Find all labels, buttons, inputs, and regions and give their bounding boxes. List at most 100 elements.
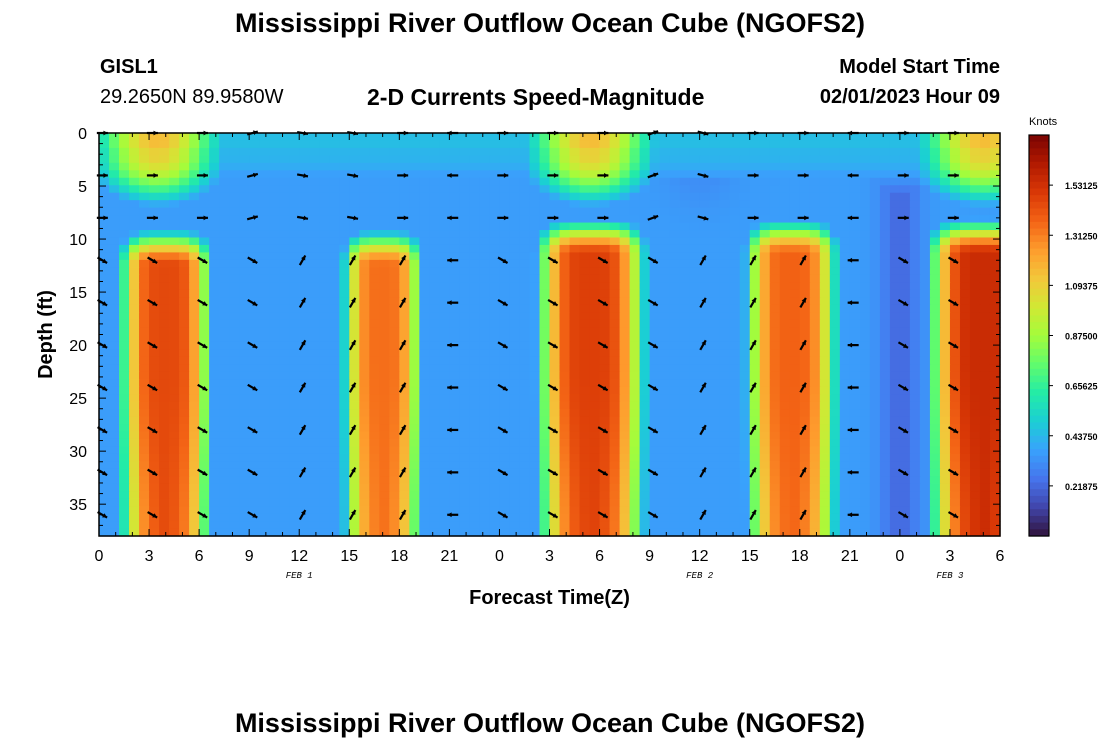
heat-cell: [839, 491, 851, 500]
heat-cell: [939, 207, 951, 216]
heat-cell: [779, 267, 791, 276]
heat-cell: [219, 371, 230, 380]
heat-cell: [289, 170, 300, 179]
heat-cell: [889, 207, 901, 216]
heat-cell: [789, 401, 801, 410]
heat-cell: [499, 424, 511, 433]
heat-cell: [929, 341, 941, 351]
heat-cell: [369, 379, 380, 388]
heat-cell: [769, 162, 781, 171]
heat-cell: [489, 371, 501, 380]
heat-cell: [959, 133, 971, 142]
heat-cell: [419, 170, 430, 179]
heat-cell: [969, 237, 981, 246]
heat-cell: [919, 312, 931, 321]
heat-cell: [729, 438, 741, 448]
heat-cell: [409, 230, 420, 239]
heat-cell: [99, 289, 110, 298]
heat-cell: [229, 319, 240, 328]
heat-cell: [719, 155, 731, 164]
heat-cell: [609, 506, 621, 515]
heat-cell: [349, 468, 360, 477]
heat-cell: [689, 453, 701, 462]
heat-cell: [779, 222, 791, 231]
heat-cell: [219, 431, 230, 440]
heat-cell: [169, 297, 180, 306]
heat-cell: [119, 267, 130, 276]
heat-cell: [739, 259, 751, 268]
heat-cell: [679, 274, 691, 283]
heat-cell: [549, 244, 561, 253]
heat-cell: [259, 147, 270, 156]
heat-cell: [679, 468, 691, 477]
heat-cell: [159, 476, 170, 485]
heat-cell: [499, 528, 511, 537]
heat-cell: [869, 133, 881, 142]
heat-cell: [329, 364, 340, 373]
heat-cell: [589, 297, 601, 306]
heat-cell: [529, 416, 541, 425]
heat-cell: [179, 230, 190, 239]
heat-cell: [449, 237, 460, 246]
heat-cell: [539, 401, 551, 410]
heat-cell: [979, 304, 991, 313]
heat-cell: [479, 155, 491, 164]
heat-cell: [129, 177, 140, 186]
heat-cell: [679, 349, 691, 358]
heat-cell: [819, 207, 831, 216]
heat-cell: [379, 177, 390, 186]
heat-cell: [489, 185, 501, 194]
heat-cell: [979, 424, 991, 433]
heat-cell: [439, 528, 450, 537]
heat-cell: [959, 140, 971, 149]
heat-cell: [599, 438, 611, 448]
heat-cell: [569, 252, 581, 261]
heat-cell: [979, 282, 991, 291]
heat-cell: [259, 491, 270, 500]
heat-cell: [99, 506, 110, 515]
heat-cell: [739, 297, 751, 306]
heat-cell: [629, 230, 641, 239]
heat-cell: [869, 379, 881, 388]
heat-cell: [369, 438, 380, 448]
heat-cell: [299, 371, 310, 380]
heat-cell: [769, 491, 781, 500]
heat-cell: [519, 230, 531, 239]
heat-cell: [709, 177, 721, 186]
heat-cell: [659, 513, 671, 522]
heat-cell: [329, 177, 340, 186]
heat-cell: [349, 185, 360, 194]
heat-cell: [629, 244, 641, 253]
heat-cell: [659, 155, 671, 164]
heat-cell: [519, 349, 531, 358]
heat-cell: [169, 185, 180, 194]
heat-cell: [979, 200, 991, 209]
heat-cell: [179, 409, 190, 418]
heat-cell: [819, 446, 831, 455]
heat-cell: [929, 446, 941, 455]
heat-cell: [209, 155, 220, 164]
heat-cell: [179, 446, 190, 455]
heat-cell: [99, 140, 110, 149]
heat-cell: [849, 371, 861, 380]
heat-cell: [749, 162, 761, 171]
heat-cell: [339, 379, 350, 388]
heat-cell: [139, 409, 150, 418]
heat-cell: [919, 274, 931, 283]
heat-cell: [969, 409, 981, 418]
heat-cell: [959, 222, 971, 231]
heat-cell: [959, 424, 971, 433]
heat-cell: [939, 259, 951, 268]
heat-cell: [929, 289, 941, 298]
heat-cell: [99, 252, 110, 261]
heat-cell: [249, 289, 260, 298]
heat-cell: [209, 252, 220, 261]
heat-cell: [899, 364, 911, 373]
heat-cell: [229, 491, 240, 500]
heat-cell: [529, 304, 541, 313]
heat-cell: [309, 416, 320, 425]
heat-cell: [839, 513, 851, 522]
heat-cell: [869, 267, 881, 276]
heat-cell: [619, 215, 631, 224]
heat-cell: [579, 192, 591, 201]
